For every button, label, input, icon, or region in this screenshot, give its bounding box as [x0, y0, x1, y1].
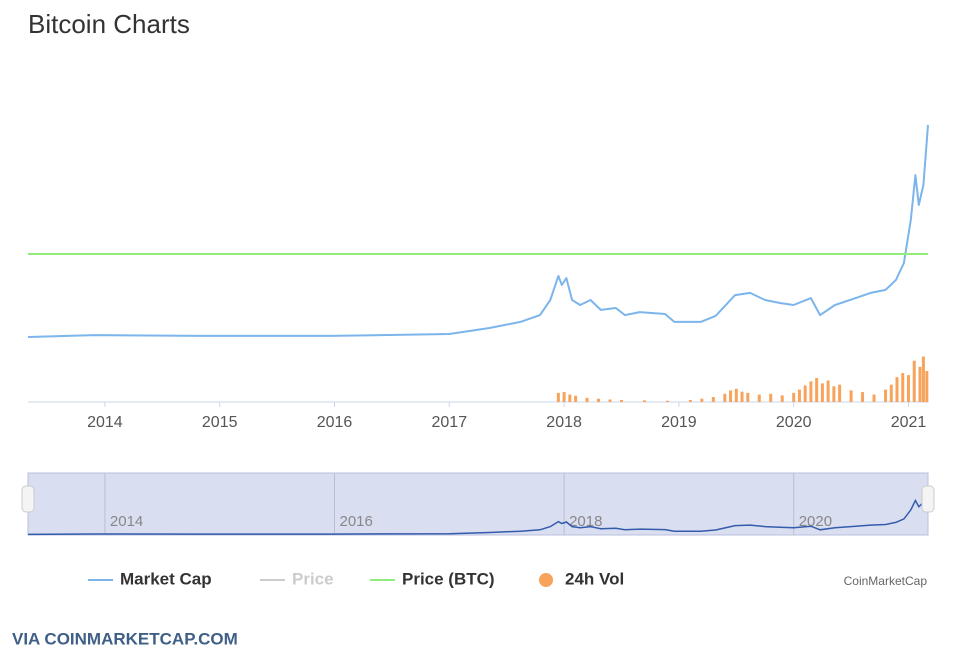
volume-bar — [832, 386, 836, 402]
volume-bar — [792, 392, 796, 402]
x-tick-label: 2017 — [432, 414, 468, 431]
volume-bar — [861, 392, 865, 402]
volume-bar — [729, 390, 733, 402]
volume-bar — [746, 392, 750, 402]
navigator-tick-label: 2020 — [799, 513, 832, 530]
volume-bar — [574, 395, 578, 402]
x-tick-label: 2021 — [891, 414, 927, 431]
navigator-tick-label: 2018 — [569, 513, 602, 530]
x-tick-label: 2015 — [202, 414, 238, 431]
x-tick-label: 2019 — [661, 414, 697, 431]
volume-bar — [734, 388, 738, 402]
volume-bar — [723, 393, 727, 402]
volume-bar — [820, 383, 824, 402]
legend-marker[interactable] — [539, 573, 553, 587]
volume-bar — [562, 392, 566, 402]
volume-bar — [901, 373, 905, 402]
navigator-handle[interactable] — [21, 485, 35, 513]
volume-bar — [780, 395, 784, 402]
navigator-tick-label: 2016 — [340, 513, 373, 530]
line-0 — [27, 124, 929, 338]
volume-bar — [585, 397, 589, 402]
volume-bar — [556, 392, 560, 402]
volume-bar — [568, 394, 572, 402]
volume-bar — [597, 398, 601, 402]
volume-bar — [884, 389, 888, 402]
x-tick-label: 2014 — [87, 414, 123, 431]
volume-bar — [797, 389, 801, 402]
legend-label[interactable]: 24h Vol — [565, 569, 624, 588]
volume-bar — [849, 390, 853, 402]
legend-label[interactable]: Price (BTC) — [402, 569, 495, 588]
volume-bar — [665, 400, 669, 402]
volume-bar — [889, 384, 893, 402]
legend-label[interactable]: Price — [292, 569, 334, 588]
volume-bar — [925, 371, 929, 402]
x-tick-label: 2016 — [317, 414, 353, 431]
volume-bar — [826, 380, 830, 402]
volume-bar — [642, 400, 646, 402]
navigator-line — [27, 489, 929, 536]
volume-bar — [809, 381, 813, 402]
x-tick-label: 2018 — [546, 414, 582, 431]
volume-bar — [838, 384, 842, 402]
legend-label[interactable]: Market Cap — [120, 569, 212, 588]
footer: VIA COINMARKETCAP.COM — [12, 629, 238, 648]
volume-bar — [711, 397, 715, 402]
volume-bar — [688, 399, 692, 402]
volume-bar — [608, 399, 612, 402]
volume-bar — [769, 393, 773, 402]
volume-bar — [740, 391, 744, 402]
volume-bar — [895, 377, 899, 402]
volume-bar — [803, 385, 807, 402]
credit: CoinMarketCap — [844, 574, 928, 588]
navigator-handle[interactable] — [921, 485, 935, 513]
volume-bar — [872, 394, 876, 402]
volume-bar — [906, 375, 910, 402]
volume-bar — [912, 360, 916, 402]
volume-bar — [921, 356, 925, 402]
volume-bar — [757, 394, 761, 402]
volume-bar — [918, 366, 922, 402]
navigator-tick-label: 2014 — [110, 513, 143, 530]
chart-title: Bitcoin Charts — [28, 9, 190, 39]
volume-bar — [815, 378, 819, 402]
volume-bar — [700, 398, 704, 402]
x-tick-label: 2020 — [776, 414, 812, 431]
volume-bar — [619, 399, 623, 402]
navigator[interactable] — [27, 472, 929, 536]
